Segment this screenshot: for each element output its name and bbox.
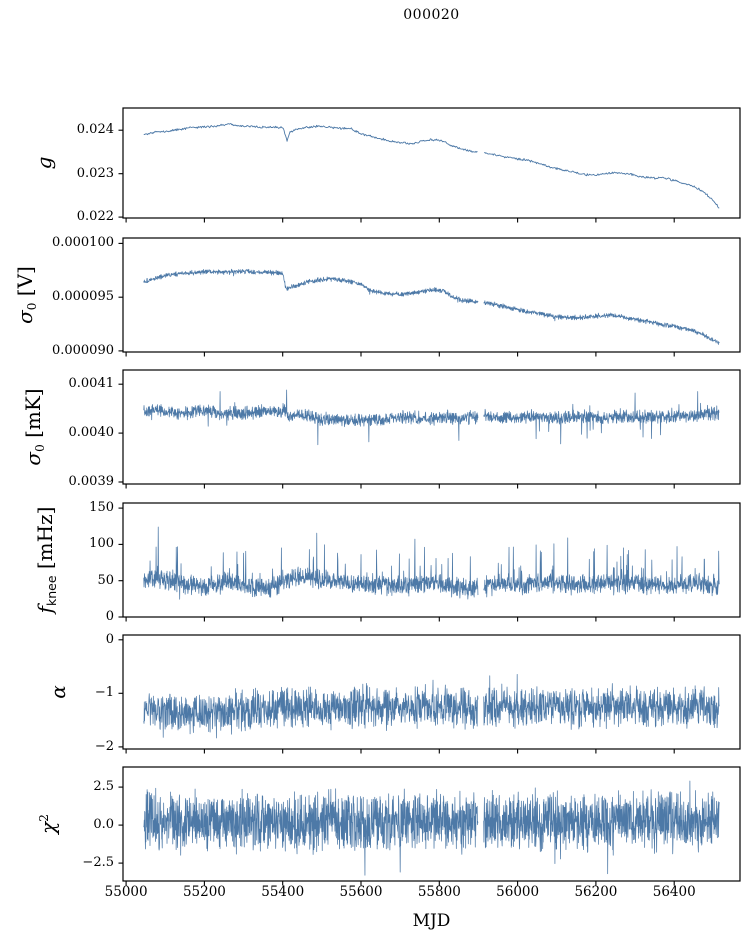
y-axis-label-part: 0 [33,444,47,452]
data-series-sigma0-v [143,268,720,345]
y-axis-label-part: [mK] [21,388,45,445]
y-axis-label-part: χ [36,821,60,834]
y-tick-label-sigma0-v: 0.000100 [51,235,114,251]
y-tick-label-sigma0-v: 0.000090 [51,342,114,358]
panel-border-sigma0-mk [122,369,741,485]
y-tick-label-sigma0-v: 0.000095 [51,289,114,305]
y-axis-label-part: σ [21,451,45,466]
x-tick-label: 55000 [104,884,148,900]
y-tick-label-fknee: 150 [89,500,114,516]
x-axis-label: MJD [412,911,451,931]
y-tick-label-chi2: 0.0 [93,817,114,833]
y-tick-label-sigma0-mk: 0.0039 [68,474,115,490]
y-axis-label-part: [V] [13,266,37,303]
panel-border-sigma0-v [122,237,741,353]
y-tick-label-g: 0.023 [76,165,114,181]
y-axis-label-sigma0-v: σ0 [V] [13,266,39,324]
y-tick-label-sigma0-mk: 0.0040 [68,425,115,441]
x-tick-label: 56200 [574,884,618,900]
y-axis-label-alpha: α [46,685,70,699]
y-tick-label-alpha: −1 [94,685,114,701]
y-axis-label-part: g [32,156,56,170]
y-tick-label-chi2: −2.5 [82,855,114,871]
data-series-g [143,123,720,209]
y-axis-label-part: α [46,685,70,699]
y-axis-label-fknee: fknee [mHz] [33,507,59,614]
x-tick-label: 55800 [417,884,461,900]
y-tick-label-fknee: 50 [97,572,114,588]
panel-border-alpha [122,634,741,750]
y-tick-label-g: 0.022 [76,209,114,225]
data-series-sigma0-mk [143,389,720,446]
x-tick-label: 56400 [652,884,696,900]
y-tick-label-alpha: 0 [105,631,114,647]
y-axis-label-part: [mHz] [33,506,57,576]
data-series-fknee [143,526,720,600]
x-tick-label: 55600 [339,884,383,900]
x-tick-label: 56000 [496,884,540,900]
y-axis-label-part: f [33,606,57,614]
y-tick-label-fknee: 0 [105,609,114,624]
figure-title: 000020 [403,7,460,23]
y-tick-label-sigma0-mk: 0.0041 [68,376,115,392]
y-tick-label-alpha: −2 [94,738,114,754]
y-axis-label-g: g [32,157,56,170]
x-tick-label: 55400 [261,884,305,900]
y-axis-label-chi2: χ2 [36,814,60,834]
y-axis-label-sigma0-mk: σ0 [mK] [21,388,47,465]
y-tick-label-g: 0.024 [76,122,114,138]
y-axis-label-part: σ [13,310,37,324]
panel-border-chi2 [122,766,741,882]
y-axis-label-part: 0 [25,302,39,311]
y-axis-label-part: knee [44,575,59,607]
y-tick-label-fknee: 100 [89,536,114,552]
panel-border-g [122,107,741,219]
data-series-chi2 [143,780,720,876]
panel-border-fknee [122,502,741,618]
y-tick-label-chi2: 2.5 [93,779,114,795]
data-series-alpha [143,673,720,739]
x-tick-label: 55200 [182,884,226,900]
y-axis-label-part: 2 [37,814,51,822]
